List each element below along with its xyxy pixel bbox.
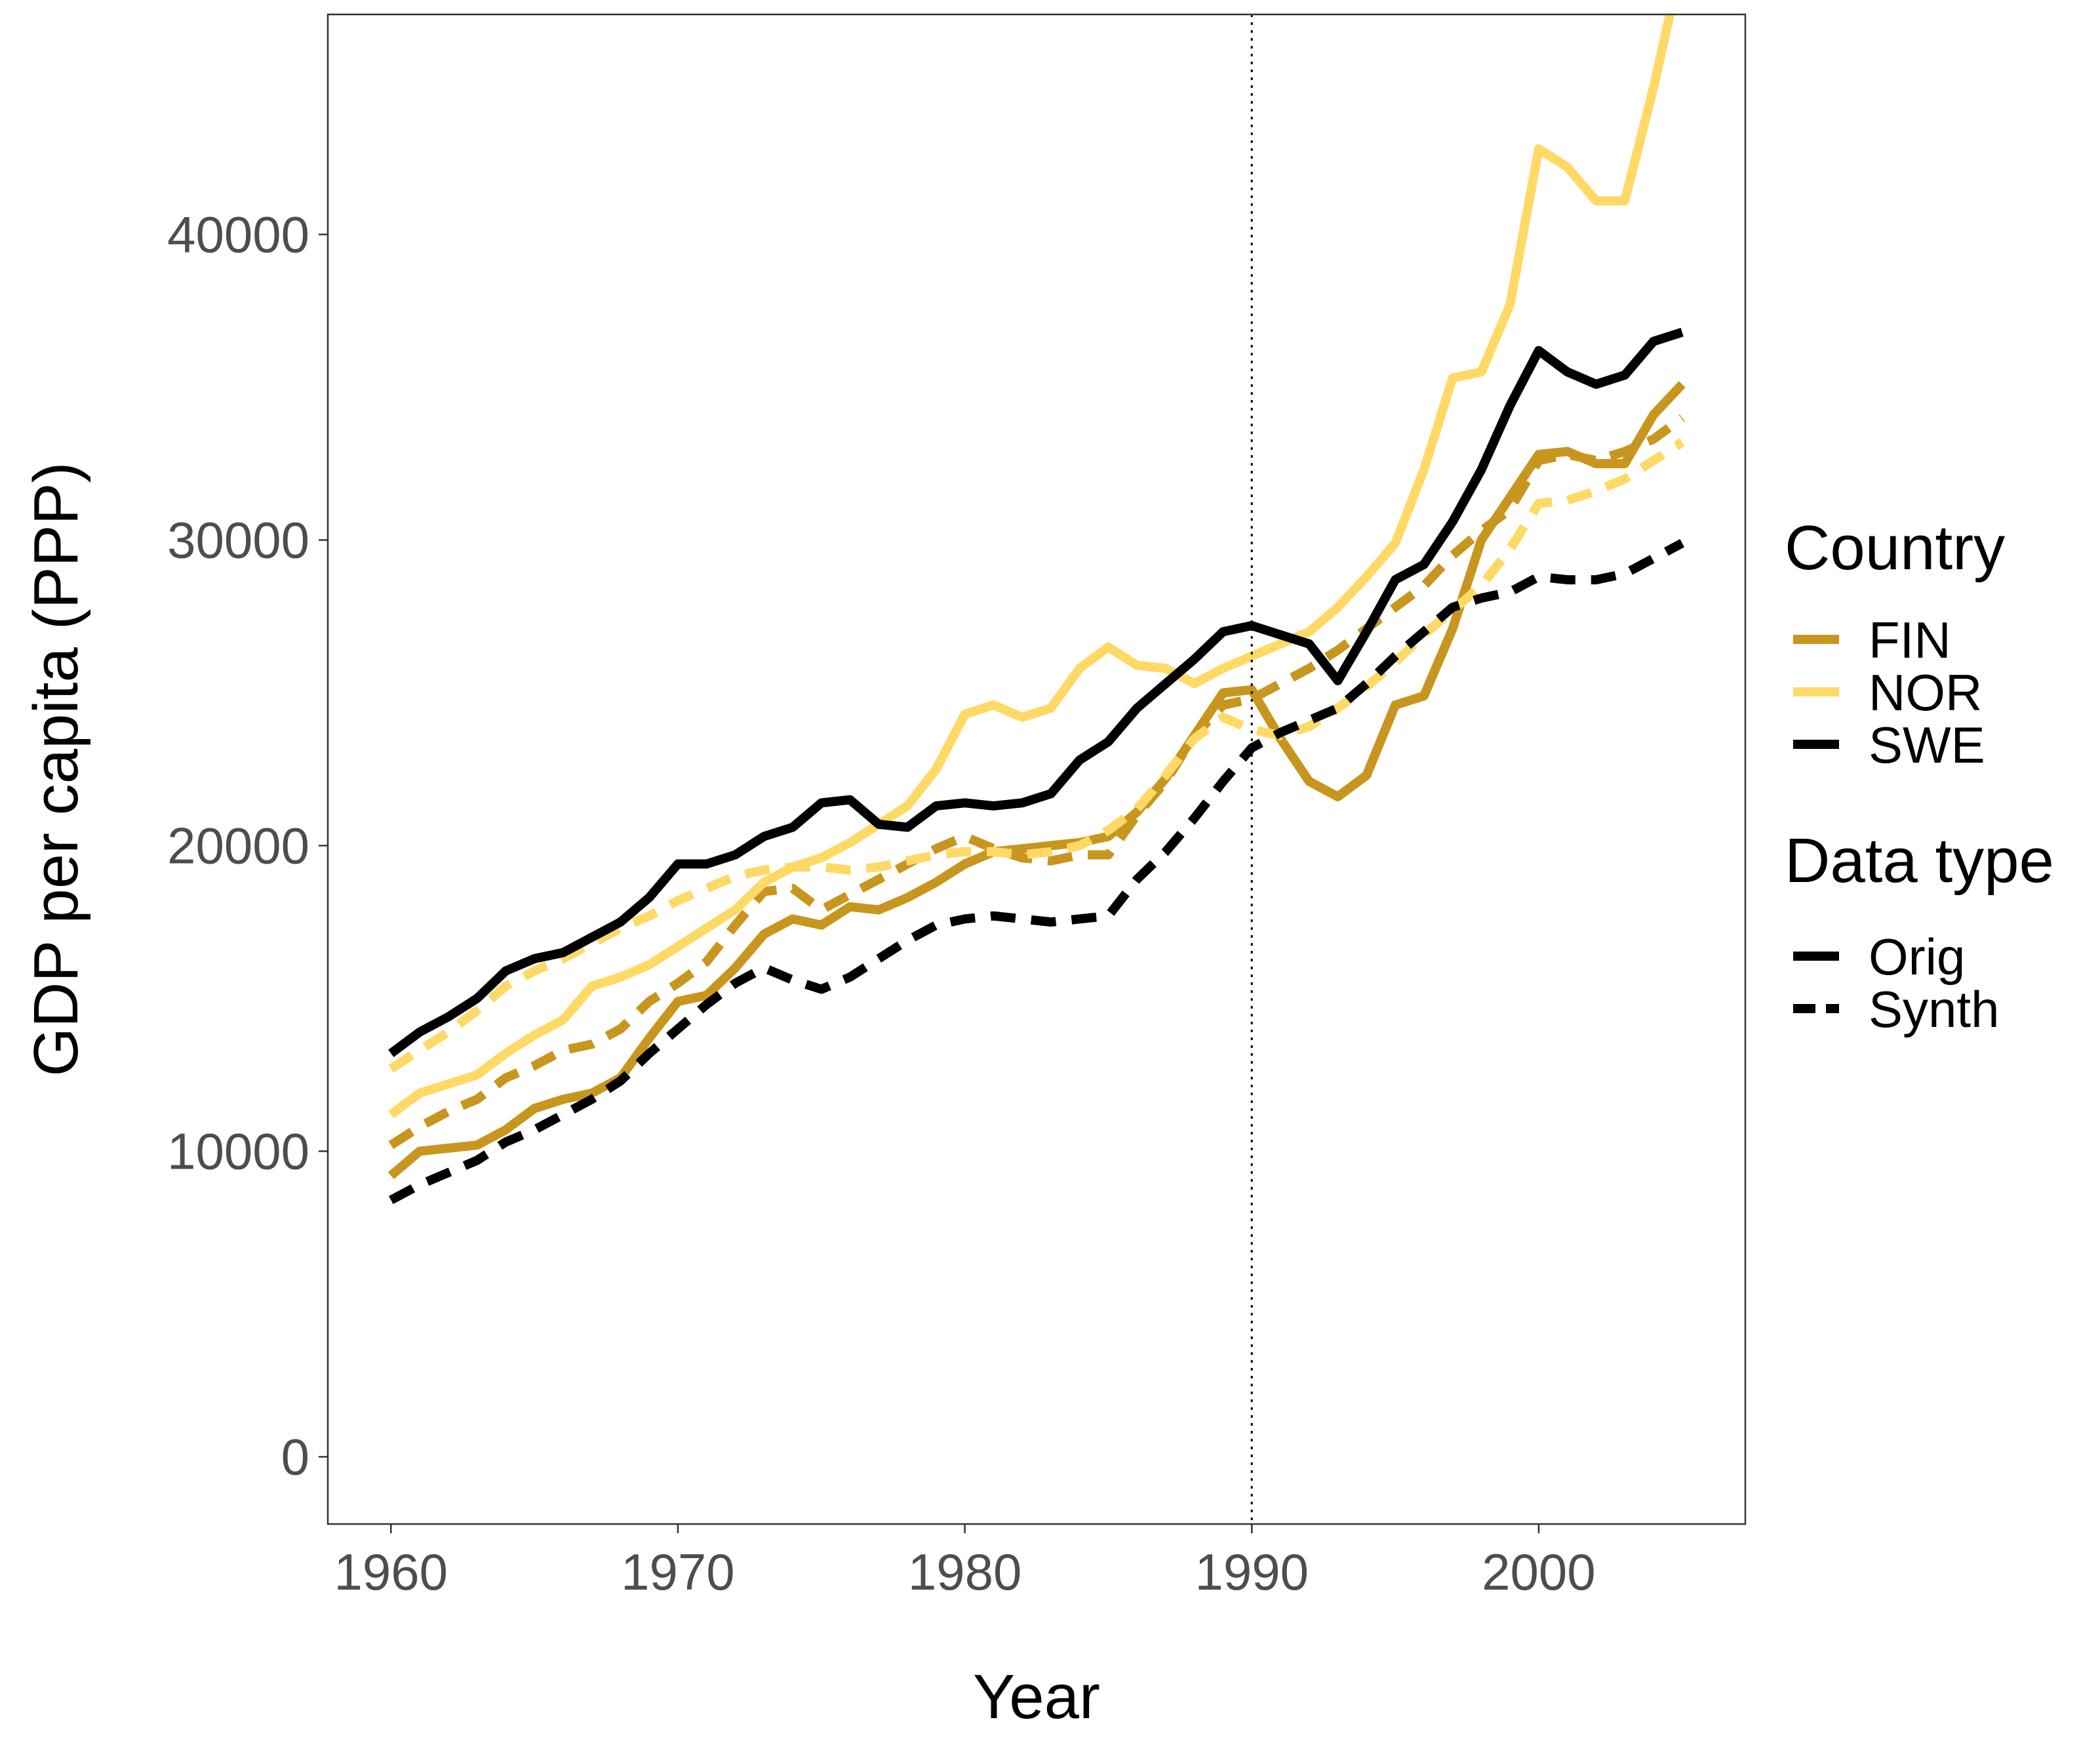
legend-label-synth: Synth [1869, 980, 1999, 1038]
y-tick-label-10000: 10000 [167, 1122, 309, 1180]
x-tick-label-1980: 1980 [908, 1543, 1022, 1601]
x-axis: 1960 1970 1980 1990 2000 [334, 1524, 1596, 1601]
x-tick-label-1960: 1960 [334, 1543, 448, 1601]
x-tick-label-2000: 2000 [1482, 1543, 1596, 1601]
legend-title-datatype: Data type [1785, 826, 2054, 896]
series-line-nor-synth [388, 438, 1685, 1073]
legend-title-country: Country [1785, 513, 2005, 583]
y-tick-label-20000: 20000 [167, 816, 309, 874]
legend-label-nor: NOR [1869, 664, 1982, 721]
series-line-swe-synth [389, 539, 1684, 1205]
y-tick-label-40000: 40000 [167, 206, 309, 264]
x-axis-label: Year [973, 1662, 1100, 1732]
y-axis: 0 10000 20000 30000 40000 [167, 206, 328, 1485]
y-tick-label-0: 0 [281, 1428, 309, 1485]
x-tick-label-1970: 1970 [621, 1543, 735, 1601]
plot-panel-border [327, 13, 1747, 1525]
x-tick-label-1990: 1990 [1195, 1543, 1309, 1601]
legend-label-fin: FIN [1869, 611, 1951, 669]
series-line-nor-orig [388, 14, 1675, 1119]
legend-label-swe: SWE [1869, 716, 1985, 774]
series-line-fin-synth [388, 414, 1685, 1150]
legend-label-orig: Orig [1869, 928, 1965, 986]
series-line-swe-orig [388, 327, 1684, 1058]
series-layer [387, 14, 1686, 1205]
y-axis-label: GDP per capita (PPP) [21, 462, 91, 1076]
y-tick-label-30000: 30000 [167, 512, 309, 569]
